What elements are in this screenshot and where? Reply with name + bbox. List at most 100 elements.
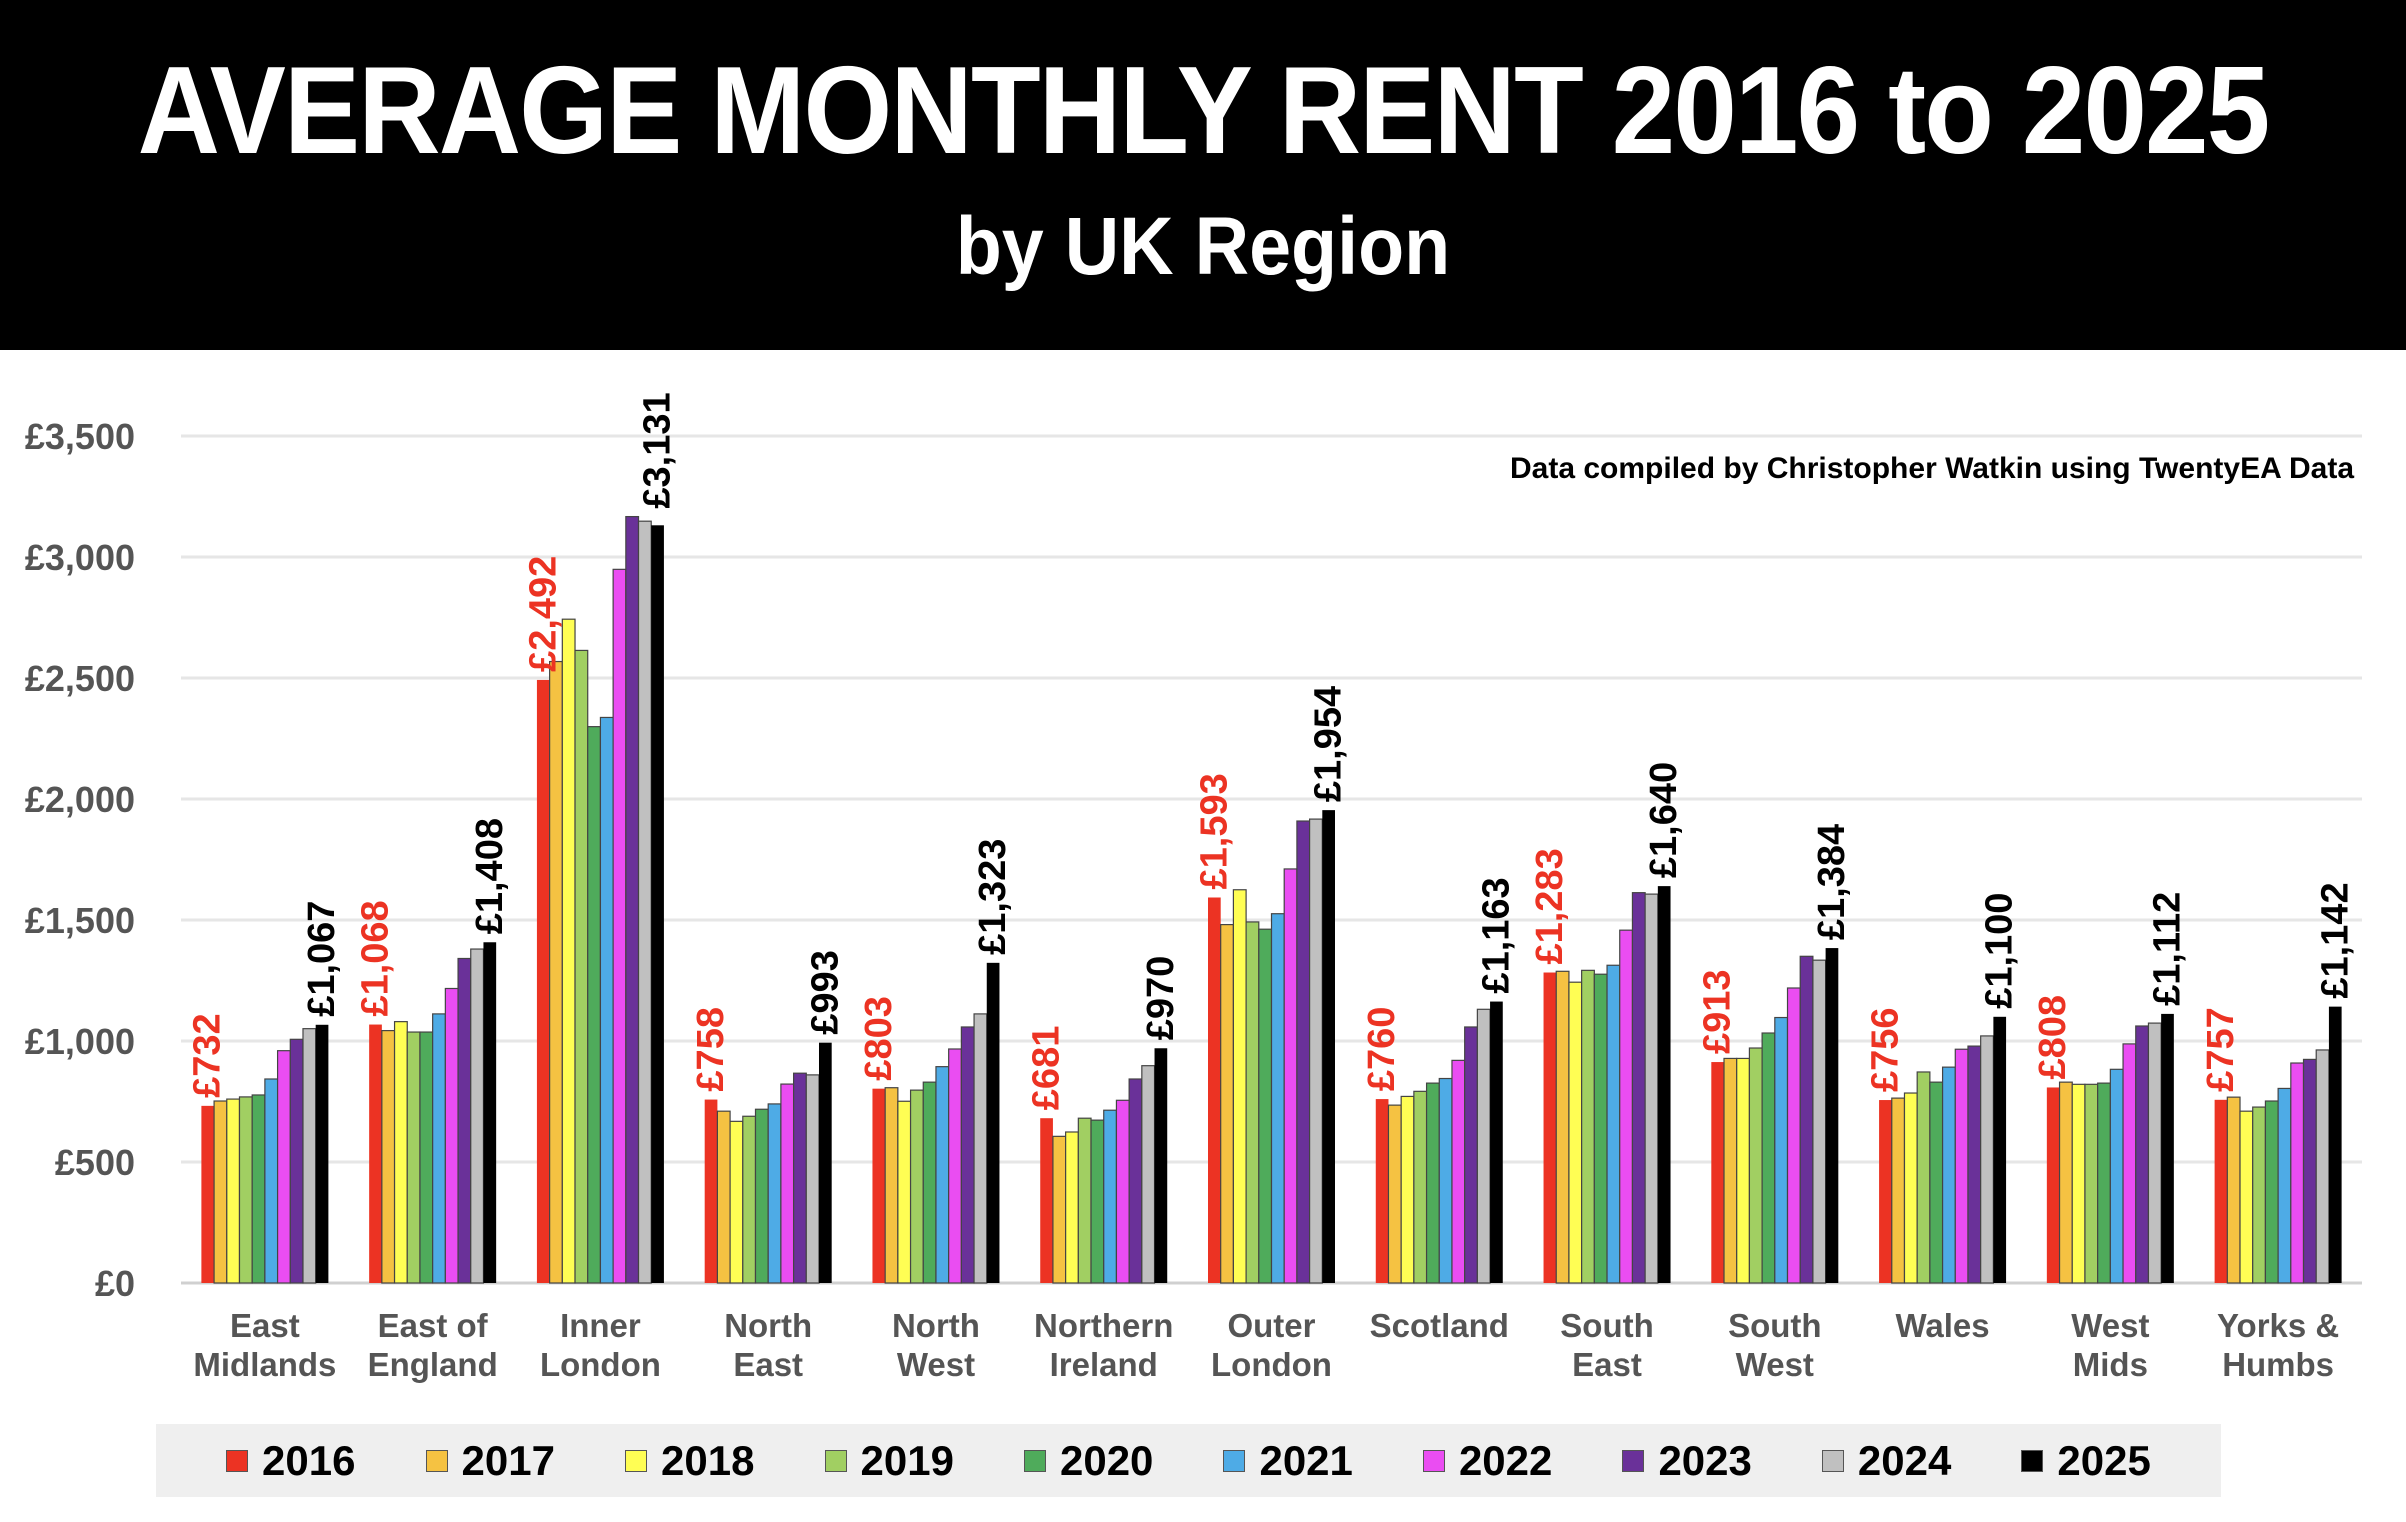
bar-2021 [599, 716, 614, 1284]
data-label-2016: £1,068 [355, 900, 397, 1016]
bar-2018 [897, 1100, 912, 1284]
data-label-2025: £1,163 [1475, 877, 1517, 993]
legend-item-2022: 2022 [1422, 1437, 1552, 1485]
legend-item-2019: 2019 [824, 1436, 954, 1485]
data-label-2016: £808 [2032, 995, 2074, 1080]
bar-2018 [1568, 981, 1583, 1284]
data-label-2016: £758 [690, 1007, 732, 1092]
bar-2025 [315, 1024, 329, 1283]
bar-2021 [2109, 1068, 2124, 1284]
bar-2017 [1387, 1104, 1402, 1284]
bar-2022 [1786, 987, 1801, 1284]
bar-2021 [432, 1013, 446, 1284]
bar-2019 [909, 1089, 924, 1284]
legend-label: 2023 [1658, 1436, 1752, 1484]
x-category-label: West [1736, 1346, 1814, 1383]
bar-2016 [872, 1088, 886, 1283]
bar-2019 [1581, 969, 1595, 1284]
bar-2023 [2135, 1025, 2150, 1284]
bar-2020 [587, 726, 602, 1284]
bar-2017 [2058, 1081, 2073, 1284]
x-category-label: Midlands [193, 1346, 336, 1383]
x-category-label: Outer [1227, 1307, 1315, 1344]
bar-2017 [549, 660, 563, 1284]
x-category-label: South [1560, 1307, 1653, 1344]
legend-item-2021: 2021 [1223, 1436, 1353, 1485]
x-category-label: North [724, 1307, 812, 1344]
bar-2018 [2239, 1110, 2254, 1284]
y-tick-label: £1,500 [25, 900, 135, 941]
bar-2024 [1476, 1008, 1491, 1284]
bar-2021 [1103, 1109, 1118, 1284]
bar-2025 [1993, 1016, 2007, 1283]
bar-2024 [1812, 959, 1827, 1284]
legend-label: 2016 [262, 1436, 356, 1484]
bar-2016 [536, 679, 550, 1283]
bar-2020 [2097, 1082, 2111, 1284]
bar-2019 [238, 1096, 253, 1284]
bar-2021 [767, 1103, 782, 1284]
bar-2018 [226, 1098, 241, 1284]
data-label-2016: £681 [1026, 1026, 1068, 1111]
bar-2017 [1723, 1057, 1738, 1284]
legend-swatch [1622, 1449, 1645, 1472]
legend-label: 2025 [2057, 1436, 2151, 1484]
bar-2023 [2302, 1058, 2317, 1284]
bar-2020 [1929, 1081, 1944, 1284]
bar-2016 [2214, 1099, 2228, 1283]
data-label-2025: £1,067 [301, 901, 343, 1017]
bar-2020 [1761, 1032, 1776, 1284]
bar-2017 [1052, 1135, 1067, 1284]
bar-2018 [561, 618, 576, 1284]
data-label-2016: £757 [2200, 1007, 2242, 1092]
bar-chart: £0 £500 £1,000 £1,500 £2,000 £2,500 £3,000 £3,5… [25, 392, 2362, 1383]
bar-2023 [1464, 1026, 1478, 1284]
bar-2021 [1438, 1077, 1453, 1284]
bar-2020 [1090, 1119, 1105, 1284]
x-category-label: South [1728, 1307, 1821, 1344]
legend-swatch [824, 1449, 847, 1472]
bar-2021 [1606, 964, 1621, 1284]
legend-item-2023: 2023 [1622, 1436, 1752, 1485]
bar-2025 [1490, 1001, 1503, 1283]
bar-2018 [1232, 889, 1247, 1284]
bar-2017 [213, 1100, 228, 1284]
bar-2016 [1711, 1062, 1725, 1283]
legend-item-2024: 2024 [1821, 1437, 1951, 1485]
bar-2016 [1879, 1100, 1892, 1283]
bar-2018 [1903, 1092, 1918, 1284]
bar-2020 [754, 1108, 769, 1284]
x-category-label: East [733, 1346, 803, 1383]
bar-2023 [1631, 892, 1646, 1284]
legend-item-2017: 2017 [425, 1436, 555, 1485]
bar-2023 [289, 1038, 304, 1284]
bar-2016 [1375, 1099, 1389, 1283]
bar-2020 [251, 1094, 266, 1284]
bar-2022 [948, 1048, 962, 1284]
data-label-2025: £1,408 [469, 818, 511, 934]
x-category-label: East [230, 1307, 300, 1344]
legend-label: 2021 [1259, 1436, 1353, 1484]
bar-2018 [1065, 1131, 1079, 1284]
legend-swatch [1422, 1449, 1445, 1472]
bar-2019 [406, 1031, 421, 1284]
bar-2021 [1270, 913, 1285, 1284]
x-category-label: West [2071, 1307, 2149, 1344]
bar-2025 [2161, 1013, 2174, 1283]
chart-header: AVERAGE MONTHLY RENT 2016 to 2025 by UK … [0, 0, 2406, 350]
legend-item-2020: 2020 [1023, 1437, 1153, 1485]
data-label-2025: £1,384 [1811, 824, 1853, 940]
bar-2025 [1657, 886, 1671, 1283]
bar-2023 [960, 1026, 975, 1284]
bar-2021 [2277, 1087, 2292, 1284]
legend-swatch [2021, 1449, 2044, 1472]
bar-2016 [1208, 897, 1221, 1283]
bar-2024 [973, 1013, 988, 1284]
bar-2022 [780, 1083, 795, 1284]
data-label-2025: £1,323 [972, 839, 1014, 955]
x-category-label: Wales [1895, 1307, 1989, 1344]
bar-2023 [792, 1072, 807, 1284]
bar-2018 [393, 1021, 408, 1284]
legend-label: 2019 [860, 1436, 954, 1484]
legend-label: 2017 [461, 1436, 555, 1484]
